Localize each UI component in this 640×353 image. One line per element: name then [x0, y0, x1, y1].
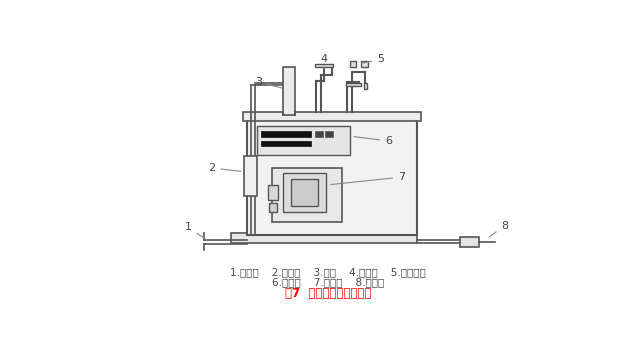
Bar — [346, 83, 360, 86]
Bar — [269, 203, 277, 212]
Bar — [257, 126, 349, 155]
Bar — [231, 233, 417, 243]
Bar — [283, 67, 296, 115]
Text: 1: 1 — [185, 222, 208, 241]
Bar — [246, 119, 417, 235]
Bar — [325, 131, 333, 137]
Bar — [362, 61, 367, 67]
Text: 8: 8 — [489, 221, 508, 237]
Text: 7: 7 — [331, 172, 405, 185]
Bar — [291, 179, 318, 207]
Text: 5: 5 — [362, 54, 384, 64]
Bar — [243, 112, 421, 121]
Bar — [315, 64, 333, 67]
Bar — [272, 168, 342, 222]
Bar — [260, 131, 311, 137]
Text: 图7  燃油蒸汽发生器结构: 图7 燃油蒸汽发生器结构 — [285, 287, 371, 300]
Bar — [268, 185, 278, 200]
Bar — [283, 173, 326, 212]
Bar — [260, 141, 311, 146]
Bar — [244, 156, 257, 196]
Text: 1.供水口    2.水位计    3.烟囱    4.压力表    5.压力开关: 1.供水口 2.水位计 3.烟囱 4.压力表 5.压力开关 — [230, 267, 426, 277]
Text: 2: 2 — [208, 163, 241, 173]
Text: 6: 6 — [354, 136, 392, 146]
Text: 3: 3 — [255, 77, 282, 88]
Bar — [364, 83, 367, 89]
Text: 4: 4 — [321, 54, 328, 68]
Bar — [315, 131, 323, 137]
Text: 6.控制器    7.燃烧器    8.排污口: 6.控制器 7.燃烧器 8.排污口 — [272, 277, 384, 287]
Bar — [349, 61, 356, 67]
Bar — [460, 237, 479, 247]
